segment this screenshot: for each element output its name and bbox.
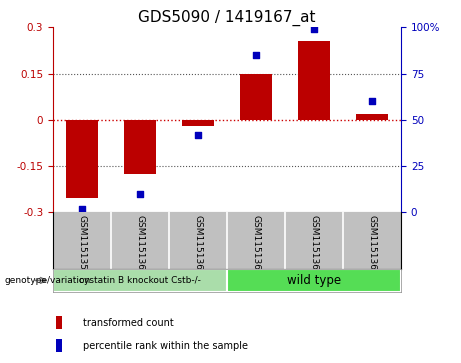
Bar (227, 269, 401, 292)
Text: GSM1151361: GSM1151361 (194, 215, 202, 276)
Text: genotype/variation: genotype/variation (5, 276, 91, 285)
Bar (66, 120, 98, 199)
Bar (53, 269, 227, 292)
Text: GSM1151363: GSM1151363 (309, 215, 319, 276)
Bar (356, 114, 388, 120)
Point (78, 206, 86, 212)
Text: transformed count: transformed count (83, 318, 173, 328)
Bar (57, 339, 62, 352)
Text: GSM1151364: GSM1151364 (367, 215, 377, 276)
Bar (182, 120, 214, 126)
Point (368, 98, 376, 104)
Text: percentile rank within the sample: percentile rank within the sample (83, 340, 248, 351)
Text: GSM1151360: GSM1151360 (136, 215, 145, 276)
Bar (57, 316, 62, 329)
Bar (298, 41, 330, 120)
Text: GSM1151362: GSM1151362 (252, 215, 260, 276)
Text: GSM1151359: GSM1151359 (77, 215, 87, 276)
Title: GDS5090 / 1419167_at: GDS5090 / 1419167_at (138, 10, 316, 26)
Point (136, 191, 144, 197)
Text: cystatin B knockout Cstb-/-: cystatin B knockout Cstb-/- (79, 276, 201, 285)
Point (195, 132, 202, 138)
Point (310, 26, 318, 32)
Point (252, 52, 260, 58)
Bar (240, 74, 272, 120)
Text: wild type: wild type (287, 274, 341, 287)
Bar (124, 120, 156, 174)
